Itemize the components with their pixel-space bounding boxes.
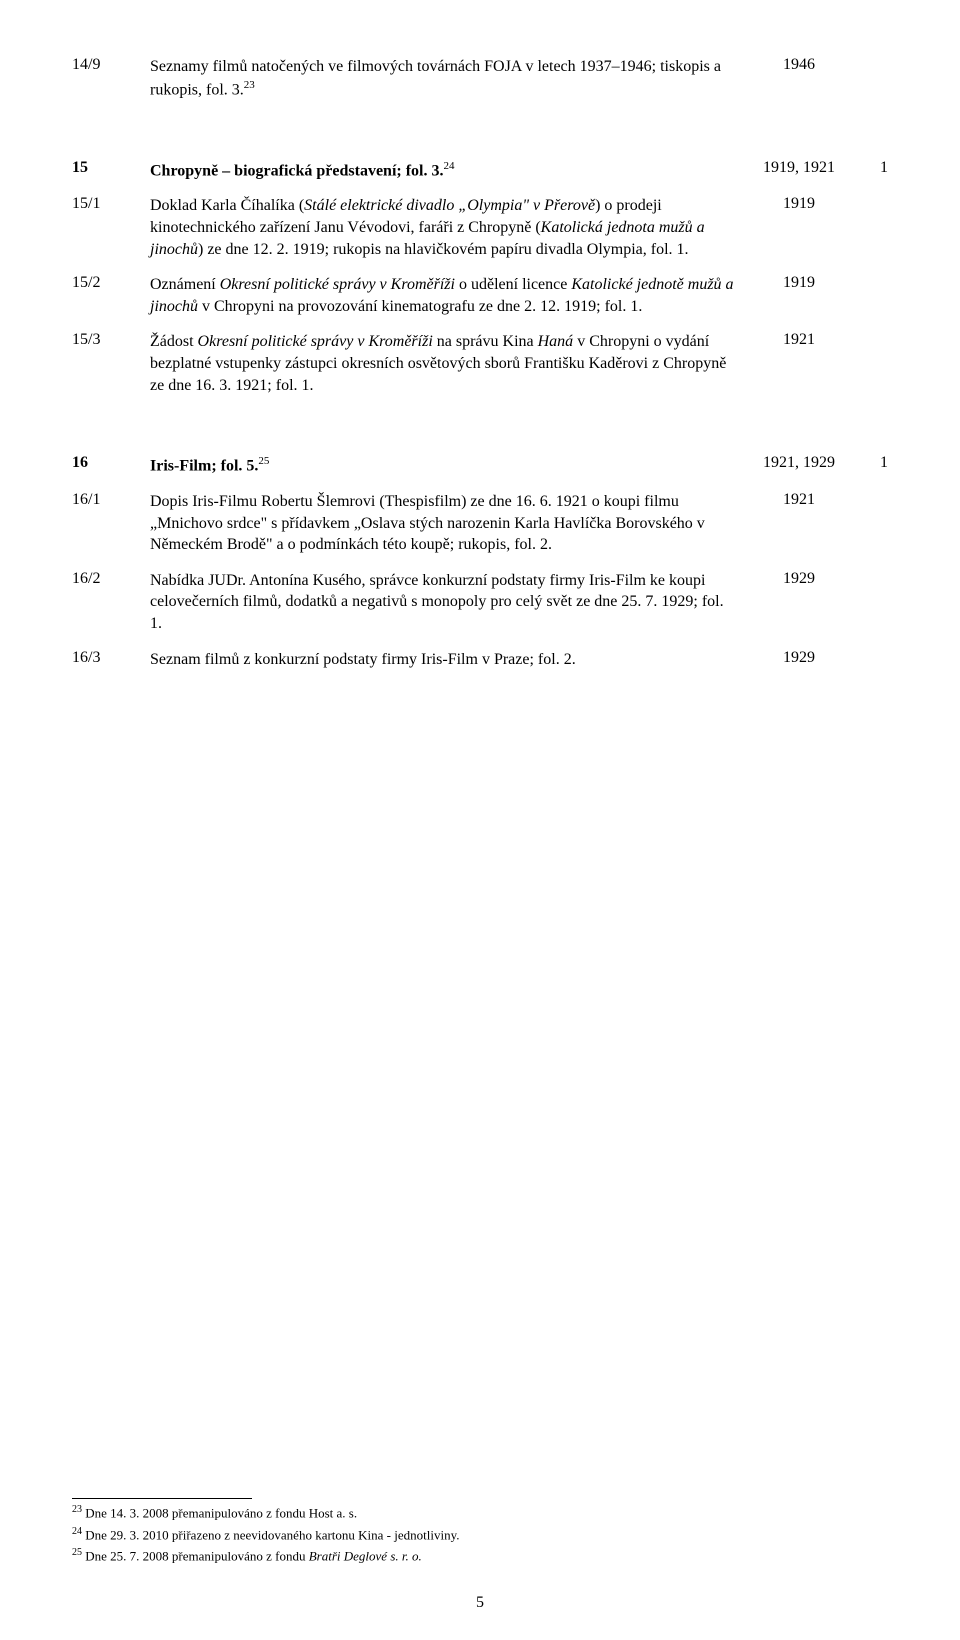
entry-count [858,195,888,260]
entry-row: 16/1 Dopis Iris-Filmu Robertu Šlemrovi (… [72,491,888,556]
entry-row: 15/1 Doklad Karla Číhalíka (Stálé elektr… [72,195,888,260]
entry-count [858,570,888,635]
entry-row: 16/2 Nabídka JUDr. Antonína Kusého, sprá… [72,570,888,635]
section-title: Chropyně – biografická představení; fol.… [150,159,740,182]
entry-id: 15/3 [72,331,150,396]
t: ) ze dne 12. 2. 1919; rukopis na hlavičk… [198,241,689,258]
page: 14/9 Seznamy filmů natočených ve filmový… [0,0,960,1640]
section-title-text: Chropyně – biografická představení; fol.… [150,162,443,179]
entry-body: Nabídka JUDr. Antonína Kusého, správce k… [150,570,740,635]
footnote-ref: 25 [258,455,269,467]
section-count: 1 [858,159,888,182]
entry-id: 15/2 [72,274,150,317]
entry-year: 1921 [740,491,858,556]
entry-body: Seznam filmů z konkurzní podstaty firmy … [150,649,740,671]
entry-year: 1919 [740,195,858,260]
entry-year: 1946 [740,56,858,101]
entry-body: Oznámení Okresní politické správy v Krom… [150,274,740,317]
footnote-text-italic: Bratři Deglové s. r. o. [309,1549,422,1564]
footnotes: 23 Dne 14. 3. 2008 přemanipulováno z fon… [72,1503,888,1566]
entry-id: 15/1 [72,195,150,260]
footnote: 25 Dne 25. 7. 2008 přemanipulováno z fon… [72,1546,888,1566]
footnote-separator [72,1498,252,1499]
entry-count [858,649,888,671]
footnote: 23 Dne 14. 3. 2008 přemanipulováno z fon… [72,1503,888,1523]
footnote-text: Dne 14. 3. 2008 přemanipulováno z fondu … [85,1506,357,1521]
entry-row: 15/2 Oznámení Okresní politické správy v… [72,274,888,317]
t: Oznámení [150,276,220,293]
entry-year: 1921 [740,331,858,396]
t: na správu Kina [433,333,538,350]
section-id: 16 [72,454,150,477]
section-row: 16 Iris-Film; fol. 5.25 1921, 1929 1 [72,454,888,477]
entry-id: 14/9 [72,56,150,101]
entry-body: Dopis Iris-Filmu Robertu Šlemrovi (Thesp… [150,491,740,556]
entry-row: 16/3 Seznam filmů z konkurzní podstaty f… [72,649,888,671]
footnote-text: Dne 29. 3. 2010 přiřazeno z neevidovanéh… [85,1527,459,1542]
section-count: 1 [858,454,888,477]
footnote-ref: 23 [244,79,255,91]
t-italic: Haná [538,333,574,350]
footnote: 24 Dne 29. 3. 2010 přiřazeno z neevidova… [72,1525,888,1545]
entry-row: 15/3 Žádost Okresní politické správy v K… [72,331,888,396]
spacer [72,115,888,159]
entry-body: Seznamy filmů natočených ve filmových to… [150,56,740,101]
section-title-text: Iris-Film; fol. 5. [150,458,258,475]
entry-id: 16/1 [72,491,150,556]
entry-year: 1929 [740,649,858,671]
entry-id: 16/2 [72,570,150,635]
t-italic: Stálé elektrické divadlo „Olympia" v Pře… [304,197,595,214]
entry-count [858,491,888,556]
section-id: 15 [72,159,150,182]
section-title: Iris-Film; fol. 5.25 [150,454,740,477]
entry-year: 1919 [740,274,858,317]
t-italic: Okresní politické správy v Kroměříži [220,276,455,293]
entry-id: 16/3 [72,649,150,671]
footnote-number: 25 [72,1547,82,1558]
entry-count [858,56,888,101]
entry-body: Žádost Okresní politické správy v Kroměř… [150,331,740,396]
section-row: 15 Chropyně – biografická představení; f… [72,159,888,182]
footnote-text: Dne 25. 7. 2008 přemanipulováno z fondu [85,1549,308,1564]
t: Doklad Karla Číhalíka ( [150,197,304,214]
entry-year: 1929 [740,570,858,635]
entry-count [858,274,888,317]
t: Žádost [150,333,198,350]
footnote-number: 24 [72,1526,82,1537]
section-year: 1921, 1929 [740,454,858,477]
entry-row: 14/9 Seznamy filmů natočených ve filmový… [72,56,888,101]
footnote-area: 23 Dne 14. 3. 2008 přemanipulováno z fon… [72,1458,888,1568]
t: v Chropyni na provozování kinematografu … [198,298,642,315]
section-year: 1919, 1921 [740,159,858,182]
entry-count [858,331,888,396]
footnote-number: 23 [72,1504,82,1515]
page-number: 5 [0,1594,960,1612]
entry-text: Seznamy filmů natočených ve filmových to… [150,58,721,98]
spacer [72,410,888,454]
t: o udělení licence [455,276,571,293]
t-italic: Okresní politické správy v Kroměříži [198,333,433,350]
entry-body: Doklad Karla Číhalíka (Stálé elektrické … [150,195,740,260]
footnote-ref: 24 [443,160,454,172]
